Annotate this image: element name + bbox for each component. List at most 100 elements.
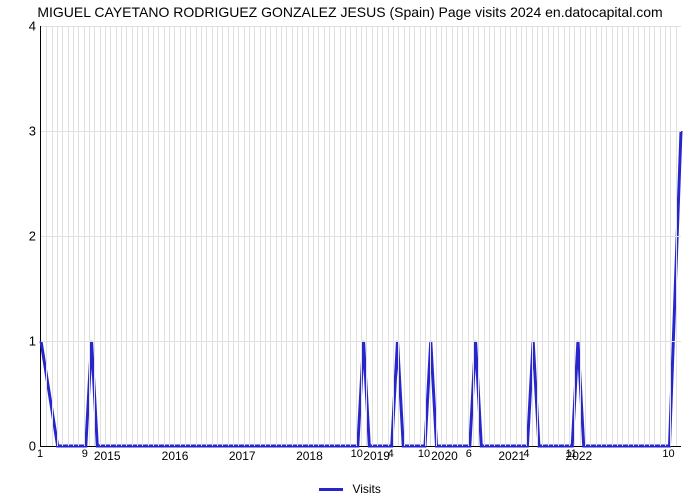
gridline-vertical <box>484 26 485 446</box>
gridline-vertical <box>222 26 223 446</box>
gridline-vertical <box>292 26 293 446</box>
gridline-vertical <box>62 26 63 446</box>
gridline-vertical <box>254 26 255 446</box>
gridline-vertical <box>633 26 634 446</box>
gridline-vertical <box>206 26 207 446</box>
datapoint-label: 10 <box>662 448 674 460</box>
gridline-vertical <box>601 26 602 446</box>
gridline-vertical <box>366 26 367 446</box>
gridline-vertical <box>190 26 191 446</box>
gridline-vertical <box>462 26 463 446</box>
gridline-vertical <box>126 26 127 446</box>
gridline-vertical <box>526 26 527 446</box>
gridline-vertical <box>105 26 106 446</box>
gridline-vertical <box>398 26 399 446</box>
gridline-vertical <box>132 26 133 446</box>
gridline-vertical <box>84 26 85 446</box>
datapoint-label: 11 <box>565 448 576 460</box>
ytick-label: 2 <box>6 229 36 244</box>
gridline-vertical <box>121 26 122 446</box>
gridline-vertical <box>441 26 442 446</box>
gridline-vertical <box>409 26 410 446</box>
gridline-vertical <box>494 26 495 446</box>
gridline-vertical <box>580 26 581 446</box>
gridline-vertical <box>452 26 453 446</box>
gridline-vertical <box>617 26 618 446</box>
gridline-vertical <box>382 26 383 446</box>
gridline-vertical <box>478 26 479 446</box>
gridline-vertical <box>78 26 79 446</box>
gridline-vertical <box>558 26 559 446</box>
xtick-label: 2016 <box>162 449 189 463</box>
gridline-vertical <box>313 26 314 446</box>
datapoint-label: 10 <box>351 448 363 460</box>
gridline-vertical <box>196 26 197 446</box>
gridline-vertical <box>457 26 458 446</box>
xtick-label: 2015 <box>94 449 121 463</box>
datapoint-label: 4 <box>523 448 529 460</box>
ytick-label: 4 <box>6 19 36 34</box>
gridline-vertical <box>542 26 543 446</box>
gridline-vertical <box>622 26 623 446</box>
gridline-vertical <box>68 26 69 446</box>
gridline-vertical <box>228 26 229 446</box>
gridline-vertical <box>89 26 90 446</box>
gridline-vertical <box>46 26 47 446</box>
gridline-vertical <box>585 26 586 446</box>
gridline-vertical <box>238 26 239 446</box>
plot-area <box>40 26 681 447</box>
gridline-vertical <box>489 26 490 446</box>
gridline-vertical <box>100 26 101 446</box>
gridline-vertical <box>180 26 181 446</box>
gridline-vertical <box>110 26 111 446</box>
gridline-vertical <box>334 26 335 446</box>
gridline-vertical <box>660 26 661 446</box>
gridline-vertical <box>665 26 666 446</box>
datapoint-label: 9 <box>82 448 88 460</box>
gridline-vertical <box>270 26 271 446</box>
gridline-vertical <box>436 26 437 446</box>
xtick-label: 2019 <box>363 449 390 463</box>
gridline-vertical <box>52 26 53 446</box>
gridline-vertical <box>94 26 95 446</box>
gridline-vertical <box>388 26 389 446</box>
gridline-vertical <box>638 26 639 446</box>
gridline-vertical <box>446 26 447 446</box>
gridline-vertical <box>185 26 186 446</box>
gridline-vertical <box>393 26 394 446</box>
gridline-vertical <box>548 26 549 446</box>
gridline-vertical <box>670 26 671 446</box>
gridline-vertical <box>297 26 298 446</box>
gridline-vertical <box>164 26 165 446</box>
xtick-label: 2020 <box>431 449 458 463</box>
gridline-vertical <box>510 26 511 446</box>
ytick-label: 0 <box>6 439 36 454</box>
gridline-vertical <box>73 26 74 446</box>
gridline-vertical <box>276 26 277 446</box>
gridline-vertical <box>430 26 431 446</box>
gridline-vertical <box>361 26 362 446</box>
gridline-vertical <box>340 26 341 446</box>
gridline-vertical <box>377 26 378 446</box>
gridline-vertical <box>302 26 303 446</box>
gridline-vertical <box>158 26 159 446</box>
gridline-vertical <box>137 26 138 446</box>
gridline-vertical <box>356 26 357 446</box>
gridline-vertical <box>516 26 517 446</box>
legend-label: Visits <box>352 482 380 496</box>
gridline-vertical <box>142 26 143 446</box>
gridline-vertical <box>372 26 373 446</box>
gridline-vertical <box>553 26 554 446</box>
chart-title: MIGUEL CAYETANO RODRIGUEZ GONZALEZ JESUS… <box>0 4 700 20</box>
gridline-vertical <box>654 26 655 446</box>
gridline-vertical <box>212 26 213 446</box>
gridline-vertical <box>414 26 415 446</box>
gridline-vertical <box>564 26 565 446</box>
gridline-vertical <box>324 26 325 446</box>
datapoint-label: 1 <box>37 448 43 460</box>
legend-swatch <box>319 488 343 491</box>
gridline-vertical <box>116 26 117 446</box>
gridline-vertical <box>153 26 154 446</box>
gridline-vertical <box>420 26 421 446</box>
gridline-vertical <box>281 26 282 446</box>
